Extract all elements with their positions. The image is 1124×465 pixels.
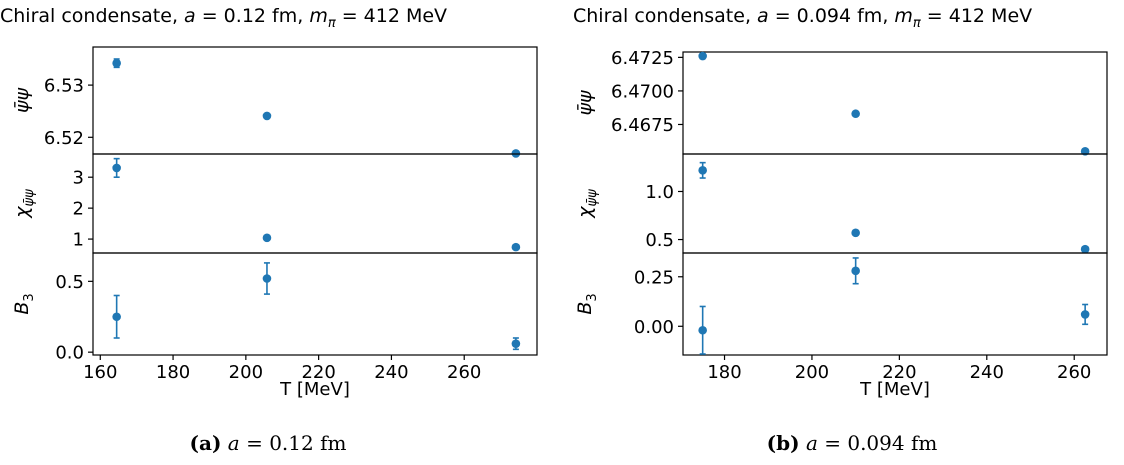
data-point (1080, 310, 1090, 319)
y-tick-label: 6.52 (44, 128, 84, 149)
y-tick-label: 1.0 (645, 182, 674, 203)
data-point (112, 312, 121, 322)
subfigure-caption: (a) a = 0.12 fm (190, 431, 347, 455)
x-tick-label: 260 (447, 362, 481, 383)
y-tick-label: 1 (73, 230, 84, 251)
panel-frame (682, 153, 1108, 254)
y-axis-label: ψ̄ψ (574, 90, 596, 116)
panel-3: 0.0 0.5 B3 (11, 252, 538, 364)
data-point (851, 109, 860, 119)
panel-2: 0.5 1.0 χψ̄ψ (574, 153, 1108, 254)
data-point (262, 111, 272, 121)
x-tick-label: 200 (229, 362, 263, 383)
x-tick-label: 180 (707, 362, 741, 383)
data-point (511, 339, 521, 348)
y-tick-label: 6.53 (44, 76, 84, 97)
chart-b: Chiral condensate, a = 0.094 fm, mπ = 41… (573, 5, 1108, 455)
data-point (112, 163, 121, 173)
panel-2: 1 2 3 χψ̄ψ (11, 153, 538, 254)
data-point (1080, 244, 1090, 254)
panel-frame (682, 51, 1108, 155)
y-tick-label: 3 (73, 168, 84, 189)
data-point (698, 51, 707, 61)
x-tick-label: 240 (374, 362, 408, 383)
data-point (262, 233, 272, 243)
x-tick-label: 200 (795, 362, 829, 383)
x-tick-label: 180 (156, 362, 190, 383)
y-axis-label: χψ̄ψ (11, 189, 37, 219)
data-point (262, 274, 272, 283)
x-tick-label: 220 (882, 362, 916, 383)
chart-a: Chiral condensate, a = 0.12 fm, mπ = 412… (0, 5, 538, 455)
y-axis-label: B3 (11, 293, 37, 314)
x-axis-label: T [MeV] (859, 379, 930, 400)
data-point (851, 228, 860, 238)
subfigure-caption: (b) a = 0.094 fm (767, 431, 938, 455)
panel-frame (92, 252, 538, 356)
panel-frame (92, 46, 538, 155)
x-tick-label: 240 (970, 362, 1004, 383)
x-axis-label: T [MeV] (279, 379, 350, 400)
data-point (698, 325, 707, 335)
x-tick-label: 260 (1057, 362, 1091, 383)
panel-3: 0.00 0.25 B3 (574, 252, 1108, 356)
y-tick-label: 0.00 (634, 317, 674, 338)
panel-1: 6.4675 6.4700 6.4725 ψ̄ψ (574, 48, 1108, 156)
panel-1: 6.52 6.53 ψ̄ψ (11, 46, 538, 158)
y-axis-label: χψ̄ψ (574, 189, 600, 219)
y-tick-label: 0.25 (634, 267, 674, 288)
y-tick-label: 0.5 (645, 230, 674, 251)
chart-title: Chiral condensate, a = 0.094 fm, mπ = 41… (573, 5, 1032, 31)
y-tick-label: 2 (73, 199, 84, 220)
x-tick-label: 160 (83, 362, 117, 383)
data-point (511, 242, 521, 252)
chart-title: Chiral condensate, a = 0.12 fm, mπ = 412… (0, 5, 447, 31)
panel-frame (92, 153, 538, 254)
y-tick-label: 0.0 (55, 343, 84, 364)
y-tick-label: 0.5 (55, 272, 84, 293)
y-tick-label: 6.4725 (611, 48, 674, 69)
x-tick-label: 220 (301, 362, 335, 383)
panel-frame (682, 252, 1108, 356)
data-point (698, 166, 707, 175)
y-axis-label: ψ̄ψ (11, 88, 33, 114)
data-point (851, 266, 860, 276)
y-axis-label: B3 (574, 293, 600, 314)
y-tick-label: 6.4700 (611, 81, 674, 102)
y-tick-label: 6.4675 (611, 115, 674, 136)
data-point (112, 58, 121, 68)
